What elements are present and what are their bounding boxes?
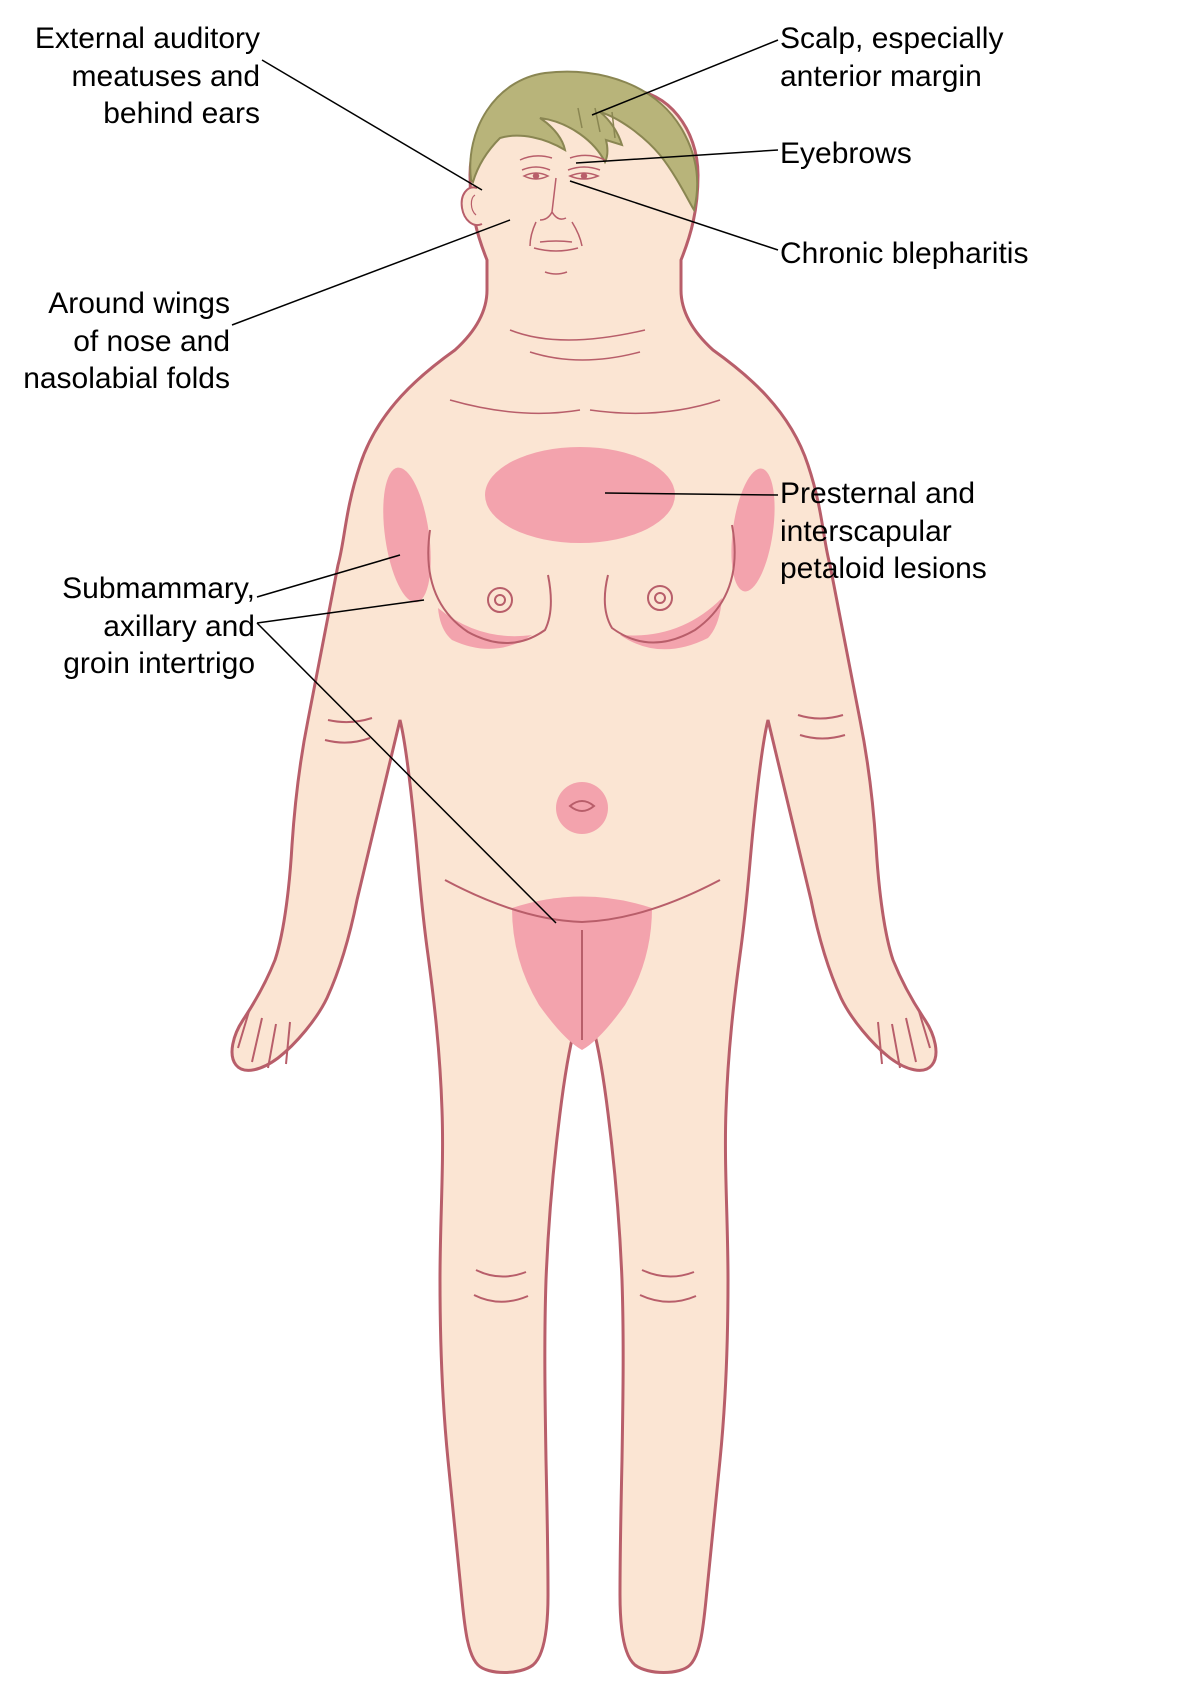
label-nose: Around wings of nose and nasolabial fold…: [0, 285, 230, 398]
body-figure: [232, 72, 936, 1673]
label-eyebrows: Eyebrows: [780, 135, 912, 173]
label-blepharitis: Chronic blepharitis: [780, 235, 1028, 273]
label-presternal: Presternal and interscapular petaloid le…: [780, 475, 987, 588]
label-ear: External auditory meatuses and behind ea…: [0, 20, 260, 133]
label-intertrigo: Submammary, axillary and groin intertrig…: [0, 570, 255, 683]
label-scalp: Scalp, especially anterior margin: [780, 20, 1003, 95]
